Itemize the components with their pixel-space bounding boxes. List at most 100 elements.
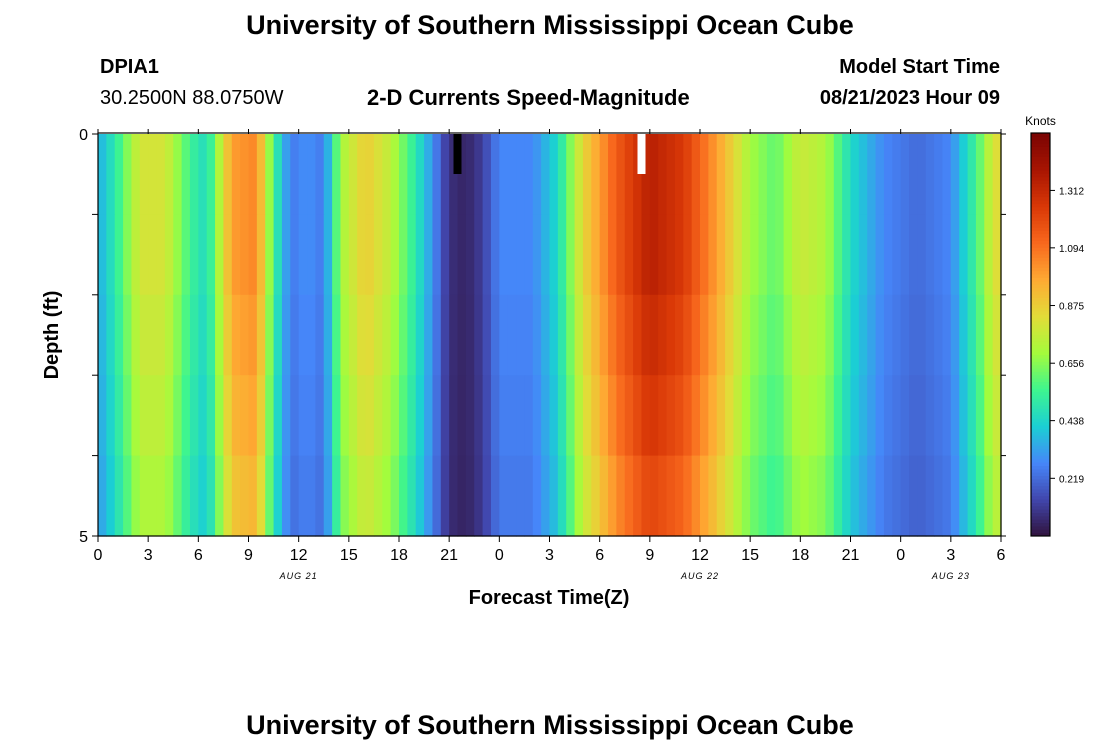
heatmap-cell [424, 214, 434, 296]
heatmap-cell [833, 294, 843, 376]
heatmap-cell [273, 214, 283, 296]
colorbar-tick-label: 1.312 [1059, 186, 1084, 197]
heatmap-cell [148, 214, 158, 296]
heatmap-cell [649, 294, 659, 376]
colorbar-tick-label: 0.656 [1059, 359, 1084, 370]
heatmap-cell [641, 134, 651, 215]
heatmap-cell [925, 214, 935, 296]
heatmap-cell [407, 214, 417, 296]
heatmap-cell [566, 294, 576, 376]
colorbar-segment [1031, 213, 1050, 218]
heatmap-cell [516, 294, 526, 376]
colorbar-segment [1031, 196, 1050, 201]
heatmap-cell [290, 455, 300, 537]
heatmap-cell [139, 375, 149, 457]
heatmap-cell [741, 294, 751, 376]
heatmap-cell [399, 375, 408, 457]
heatmap-cell [892, 455, 902, 537]
heatmap-cell [967, 214, 977, 296]
heatmap-cell [708, 455, 718, 537]
heatmap-cell [959, 214, 969, 296]
heatmap-cell [691, 375, 701, 457]
colorbar-segment [1031, 502, 1050, 507]
heatmap-cell [992, 134, 1002, 215]
heatmap-cell [173, 455, 183, 537]
heatmap-cell [290, 375, 300, 457]
speed-heatmap-chart: 0 3 6 9 12 15 18 21 0 3 6 9 12 15 18 21 0 3 6 AUG 21 AUG 22 A… [41, 114, 1084, 609]
heatmap-cell [566, 375, 576, 457]
heatmap-cell [725, 134, 735, 215]
heatmap-cell [106, 455, 116, 537]
heatmap-cell [950, 134, 960, 215]
colorbar-segment [1031, 492, 1050, 497]
page-title-repeat: University of Southern Mississippi Ocean… [246, 710, 854, 740]
heatmap-cell [599, 455, 609, 537]
heatmap-cell [758, 375, 768, 457]
heatmap-cell [98, 134, 107, 215]
colorbar-segment [1031, 284, 1050, 288]
heatmap-cell [432, 455, 442, 537]
heatmap-cell [281, 294, 291, 376]
heatmap-cell [633, 375, 643, 457]
heatmap-cell [123, 134, 133, 215]
heatmap-cell [382, 455, 392, 537]
heatmap-cell [432, 375, 442, 457]
station-id: DPIA1 [100, 56, 159, 78]
heatmap-cell [265, 294, 275, 376]
date-label: AUG 23 [931, 571, 970, 581]
heatmap-cell [106, 375, 116, 457]
heatmap-cell [750, 214, 760, 296]
heatmap-cell [674, 455, 684, 537]
heatmap-cell [323, 134, 333, 215]
x-tick-label: 6 [595, 547, 604, 564]
heatmap-cell [775, 294, 785, 376]
heatmap-cell [114, 214, 124, 296]
heatmap-cell [206, 375, 216, 457]
heatmap-cell [123, 455, 133, 537]
x-tick-label: 0 [94, 547, 103, 564]
heatmap-cell [457, 134, 467, 215]
colorbar-segment [1031, 324, 1050, 329]
heatmap-cell [440, 375, 450, 457]
heatmap-cell [215, 375, 225, 457]
heatmap-cell [909, 294, 918, 376]
heatmap-cell [131, 294, 141, 376]
colorbar-segment [1031, 509, 1050, 513]
heatmap-cell [867, 375, 877, 457]
heatmap-cell [206, 294, 216, 376]
colorbar-segment [1031, 384, 1050, 389]
heatmap-cell [766, 134, 776, 215]
heatmap-cells [98, 134, 1002, 537]
colorbar-segment [1031, 163, 1050, 168]
x-tick-label: 0 [495, 547, 504, 564]
heatmap-cell [348, 214, 358, 296]
heatmap-cell [482, 294, 492, 376]
heatmap-cell [332, 294, 342, 376]
heatmap-cell [131, 134, 141, 215]
heatmap-cell [984, 455, 994, 537]
heatmap-cell [783, 455, 793, 537]
heatmap-cell [482, 214, 492, 296]
colorbar-segment [1031, 438, 1050, 443]
heatmap-cell [833, 375, 843, 457]
heatmap-cell [925, 455, 935, 537]
x-tick-label: 0 [896, 547, 905, 564]
heatmap-cell [875, 455, 885, 537]
heatmap-cell [750, 455, 760, 537]
heatmap-cell [173, 375, 183, 457]
colorbar-segment [1031, 462, 1050, 466]
heatmap-cell [624, 294, 634, 376]
heatmap-cell [892, 294, 902, 376]
heatmap-cell [791, 455, 801, 537]
heatmap-cell [273, 455, 283, 537]
heatmap-cell [700, 294, 709, 376]
heatmap-cell [516, 214, 526, 296]
colorbar-segment [1031, 364, 1050, 369]
heatmap-cell [449, 134, 459, 215]
heatmap-cell [290, 294, 300, 376]
heatmap-cell [340, 294, 350, 376]
heatmap-cell [833, 214, 843, 296]
heatmap-cell [415, 134, 425, 215]
heatmap-cell [440, 134, 450, 215]
colorbar-segment [1031, 287, 1050, 292]
